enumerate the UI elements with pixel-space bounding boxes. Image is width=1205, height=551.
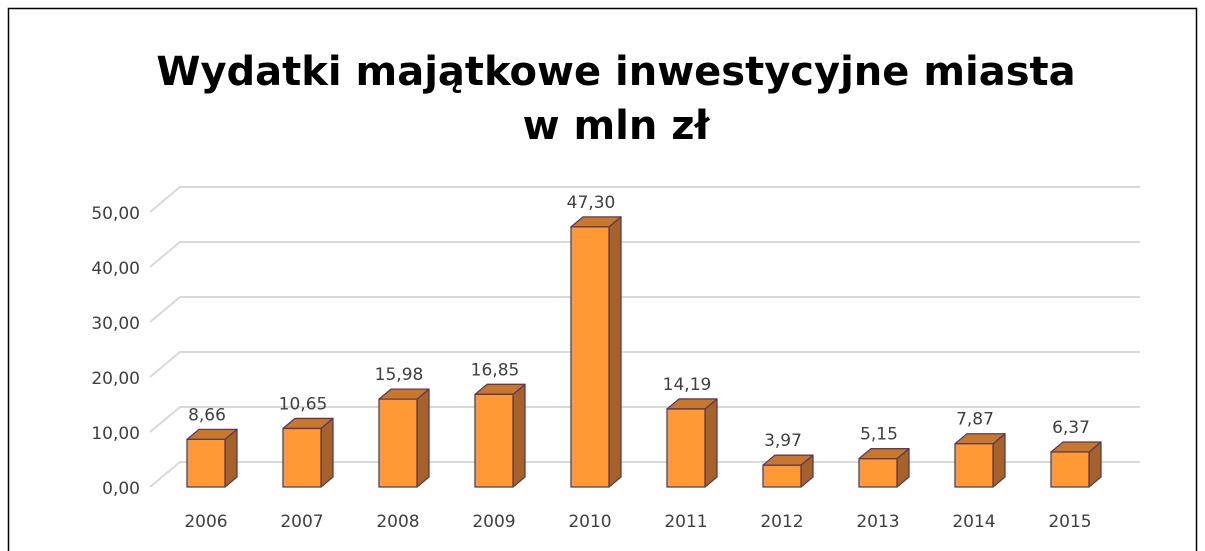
x-tick-label: 2007 xyxy=(280,512,323,532)
grid-line xyxy=(149,406,1140,433)
bar-side xyxy=(704,398,718,488)
x-tick-label: 2009 xyxy=(472,512,515,532)
bar xyxy=(474,393,514,488)
grid-line xyxy=(149,296,1140,323)
x-tick-label: 2014 xyxy=(952,512,995,532)
x-tick-label: 2008 xyxy=(376,512,419,532)
x-tick-label: 2015 xyxy=(1048,512,1091,532)
bar xyxy=(378,398,418,488)
x-tick-label: 2006 xyxy=(184,512,227,532)
x-tick-label: 2013 xyxy=(856,512,899,532)
y-tick-label: 30,00 xyxy=(91,314,140,334)
y-tick-label: 0,00 xyxy=(102,479,140,499)
data-label: 47,30 xyxy=(567,193,616,213)
bar xyxy=(666,408,706,488)
data-label: 3,97 xyxy=(764,431,802,451)
data-label: 14,19 xyxy=(663,375,712,395)
bar xyxy=(282,427,322,488)
y-tick-label: 40,00 xyxy=(91,259,140,279)
chart-title: Wydatki majątkowe inwestycyjne miasta xyxy=(156,49,1075,95)
y-tick-label: 20,00 xyxy=(91,369,140,389)
data-label: 10,65 xyxy=(279,394,328,414)
data-label: 7,87 xyxy=(956,410,994,430)
bar-side xyxy=(608,216,622,488)
y-tick-label: 50,00 xyxy=(91,204,140,224)
data-label: 15,98 xyxy=(375,365,424,385)
x-tick-label: 2010 xyxy=(568,512,611,532)
chart-title: w mln zł xyxy=(523,103,711,149)
x-tick-label: 2012 xyxy=(760,512,803,532)
data-label: 8,66 xyxy=(188,405,226,425)
grid-line xyxy=(149,351,1140,378)
bar-side xyxy=(512,383,526,488)
bar-side xyxy=(416,388,430,488)
bar-side xyxy=(320,417,334,488)
data-label: 5,15 xyxy=(860,425,898,445)
bar xyxy=(762,464,802,488)
bar xyxy=(186,438,226,488)
grid-line xyxy=(149,186,1140,213)
y-tick-label: 10,00 xyxy=(91,424,140,444)
grid-line xyxy=(149,241,1140,268)
data-label: 16,85 xyxy=(471,360,520,380)
bar xyxy=(954,443,994,488)
bar xyxy=(1050,451,1090,488)
data-label: 6,37 xyxy=(1052,418,1090,438)
x-tick-label: 2011 xyxy=(664,512,707,532)
bar xyxy=(570,226,610,488)
grid-line xyxy=(149,461,1140,488)
bar xyxy=(858,458,898,488)
